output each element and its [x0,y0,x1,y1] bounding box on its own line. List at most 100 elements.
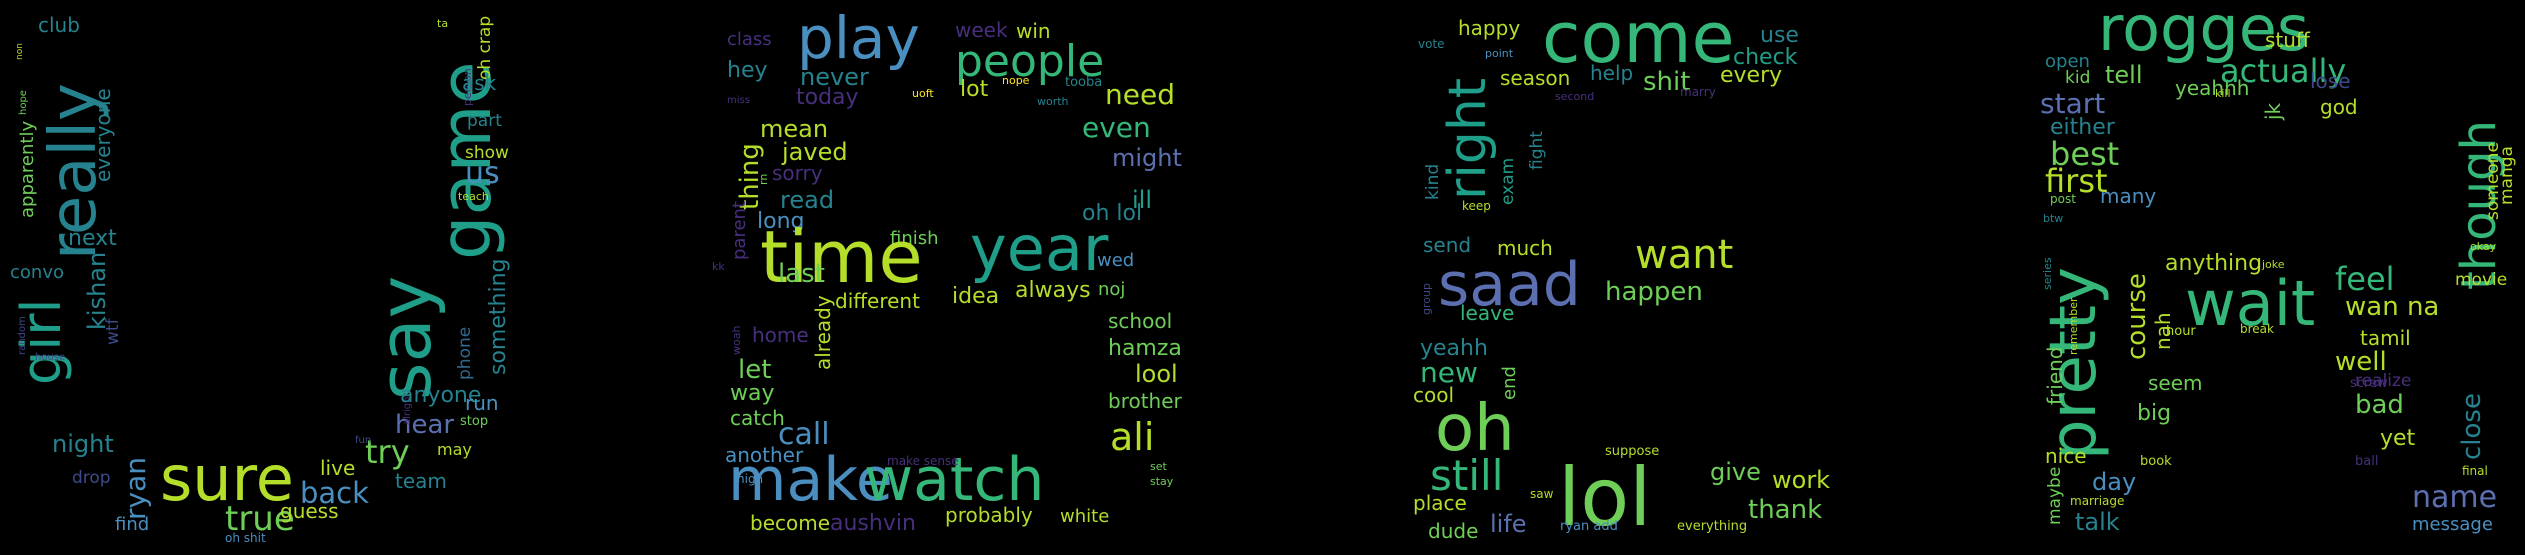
cloud-word: start [2040,87,2105,120]
cloud-word: series [2041,257,2054,290]
cloud-word: already [811,295,835,370]
cloud-word: set [1150,460,1167,473]
cloud-word: check [1733,45,1798,70]
cloud-word: become [750,511,830,535]
cloud-word: god [2320,95,2358,119]
cloud-word: everything [1677,519,1747,534]
cloud-word: back [300,476,369,510]
cloud-word: stuff [2265,28,2311,52]
cloud-word: vote [1418,37,1445,51]
cloud-word: wan na [2345,292,2439,322]
cloud-word: guess [280,499,339,523]
cloud-word: use [1760,23,1799,48]
cloud-word: hear [395,410,454,440]
cloud-word: us [465,156,500,191]
cloud-word: saad [1438,250,1581,320]
cloud-word: come [1542,0,1735,79]
cloud-word: wtf [103,317,123,345]
cloud-word: woah [730,326,743,355]
cloud-word: nah [2151,312,2175,350]
cloud-word: person [461,68,474,106]
cloud-word: right [1438,78,1498,200]
cloud-word: watch [864,445,1044,515]
cloud-word: friend [2043,347,2067,406]
cloud-word: different [835,289,920,313]
cloud-word: everyone [91,88,115,182]
cloud-word: make sense [887,454,959,468]
cloud-word: leave [1460,301,1514,325]
cloud-word: phone [455,327,475,380]
cloud-word: may [437,440,472,459]
cloud-word: talk [2075,508,2120,536]
cloud-word: still [1430,451,1503,500]
cloud-word: lose [2310,69,2351,93]
cloud-word: help [1590,61,1633,85]
cloud-word: lot [960,77,989,102]
cloud-word: remember [2067,297,2080,355]
cloud-word: post [2050,192,2076,206]
cloud-word: alright [402,393,413,425]
cloud-word: thing [735,143,765,210]
cloud-word: noj [1098,279,1125,300]
cloud-word: point [1485,47,1514,60]
cloud-word: white [1060,506,1109,527]
cloud-word: miss [727,95,750,106]
cloud-word: might [1112,144,1182,172]
cloud-word: kishan [83,252,111,330]
cloud-word: something [486,259,511,375]
cloud-word: sorry [772,161,823,185]
cloud-word: non [15,43,25,60]
cloud-word: ryan add [1560,519,1618,534]
cloud-word: saw [1530,487,1554,501]
cloud-word: anyone [400,383,481,408]
cloud-word: fun [355,435,371,446]
cloud-word: break [2240,322,2274,336]
cloud-word: long [757,209,804,234]
cloud-word: nice [2045,444,2087,468]
cloud-word: drop [72,468,111,488]
cloud-word: happen [1605,277,1703,307]
cloud-word: btw [2043,212,2063,225]
cloud-word: kk [712,260,725,273]
cloud-word: feel [2335,260,2395,298]
cloud-word: win [1016,19,1051,43]
cloud-word: anything [2165,251,2262,276]
cloud-word: worth [1037,95,1069,108]
cloud-word: pretty [2037,267,2111,460]
cloud-word: true [225,499,295,539]
cloud-word: try [365,433,410,471]
cloud-word: seem [2148,371,2203,395]
cloud-word: okay [2470,240,2497,253]
cloud-word: season [1500,66,1570,90]
cloud-word: kill [2215,87,2231,100]
cloud-word: suppose [1605,444,1659,459]
cloud-word: teach [458,190,489,203]
cloud-word: send [1423,233,1471,257]
cloud-word: tooba [1065,75,1102,90]
cloud-word: another [725,443,804,467]
cloud-word: ask [462,71,497,95]
cloud-word: joke [2261,258,2285,271]
cloud-word: night [52,430,114,458]
cloud-word: read [780,186,834,214]
cloud-word: team [395,469,447,493]
cloud-word: game [425,61,507,260]
cloud-word: well [2335,347,2387,377]
cloud-word: big [2137,401,2171,426]
cloud-word: ill [1132,186,1152,214]
cloud-word: give [1710,458,1761,486]
cloud-word: mean [760,115,828,143]
cloud-word: really [37,83,111,260]
cloud-word: live [320,456,355,480]
cloud-word: show [465,143,509,163]
cloud-word: shit [1643,67,1690,97]
cloud-word: sure [160,442,294,515]
cloud-word: let [738,355,771,385]
cloud-word: end [1499,366,1520,400]
cloud-word: stay [1150,475,1174,488]
cloud-word: play [797,4,920,72]
cloud-word: way [730,381,775,406]
cloud-word: oh crap [475,16,495,80]
